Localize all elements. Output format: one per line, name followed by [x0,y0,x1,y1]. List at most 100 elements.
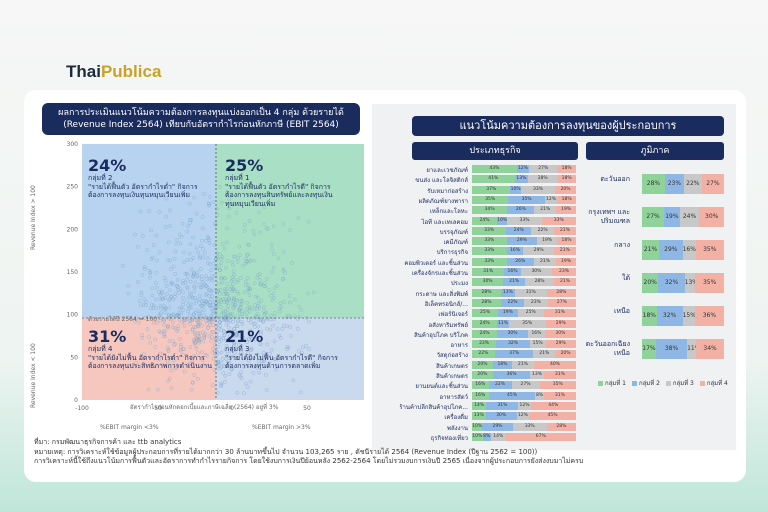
scatter-point [217,315,221,320]
industry-segment: 24% [472,216,497,225]
quadrant-pct: 24% [88,156,127,175]
scatter-point [177,336,182,341]
industry-segment: 10% [496,216,508,225]
industry-segment: 12% [544,195,558,204]
industry-label: พลังงาน [447,424,468,432]
industry-label: ร้านค้าปลีกสินค้าอุปโภค... [399,403,468,411]
industry-segment: 16% [472,391,489,400]
scatter-point [271,291,276,296]
scatter-point [161,296,165,301]
scatter-point [222,246,227,251]
scatter-point [270,270,275,274]
scatter-point [281,222,286,226]
scatter-point [239,350,243,355]
scatter-point [262,222,266,227]
scatter-point [162,329,166,334]
scatter-point [165,258,170,263]
industry-bar: 10% 8% 14% 67% [472,432,576,441]
industry-segment: 24% [472,329,497,338]
scatter-point [232,329,237,334]
quadrant-pct: 21% [225,327,264,346]
scatter-point [224,357,229,361]
xtick-label: 50 [303,405,311,412]
scatter-point [211,356,216,361]
scatter-point [227,197,232,201]
scatter-point [264,226,269,230]
scatter-point [157,357,162,361]
scatter-point [251,321,256,326]
scatter-point [188,242,193,247]
scatter-point [228,339,233,343]
scatter-point [232,343,237,348]
industry-segment: 21% [534,206,557,215]
scatter-point [198,254,202,259]
quadrant-bg-3 [216,318,364,400]
scatter-point [226,214,231,219]
xlabel-left: %EBIT margin <3% [100,424,159,431]
industry-bar: 20% 36% 13% 31% [472,371,576,379]
scatter-point [211,312,215,316]
scatter-point [154,270,159,275]
scatter-point [192,271,196,275]
scatter-point [193,296,197,300]
scatter-point [172,326,177,330]
scatter-point [191,235,195,240]
industry-segment: 19% [556,206,576,215]
scatter-point [299,308,304,312]
scatter-point [219,384,224,388]
scatter-point [158,351,163,356]
scatter-point [196,324,200,329]
industry-segment: 28% [546,288,576,297]
scatter-point [295,326,300,331]
region-header: ภูมิภาค [586,142,724,160]
region-segment: 17% [642,339,656,359]
scatter-point [164,225,168,229]
scatter-point [224,339,229,343]
scatter-point [269,242,274,247]
scatter-point [252,258,257,263]
scatter-point [213,361,218,366]
scatter-point [126,291,131,296]
scatter-point [147,268,152,273]
region-label: ใต้ [622,274,630,282]
scatter-point [246,358,251,363]
scatter-point [164,196,168,201]
region-bar: 17%38%11%34% [642,339,724,359]
scatter-point [203,352,208,357]
scatter-point [144,303,148,308]
industry-bar: 23% 32% 15% 29% [472,340,576,349]
scatter-point [180,281,185,286]
scatter-point [188,279,193,284]
industry-segment: 26% [507,206,535,215]
scatter-point [205,256,210,261]
scatter-point [226,320,231,325]
industry-label: บริการธุรกิจ [436,249,468,257]
industry-segment: 33% [472,257,507,266]
industry-segment: 13% [472,412,486,421]
scatter-point [231,306,235,310]
industry-segment: 29% [545,340,576,349]
scatter-point [147,208,151,213]
scatter-point [214,350,219,354]
scatter-point [198,244,203,248]
scatter-point [180,221,185,226]
scatter-point [170,281,175,286]
scatter-point [198,297,202,302]
scatter-point [255,365,260,370]
industry-label: เครื่องดื่ม [444,414,468,422]
industry-bar: 10% 29% 33% 28% [472,422,576,431]
industry-bar: 13% 30% 12% 45% [472,412,576,421]
scatter-point [191,275,196,279]
footnotes: ที่มา: กรมพัฒนาธุรกิจการค้า และ ttb anal… [34,438,583,467]
scatter-point [243,279,248,284]
scatter-point [199,277,204,282]
scatter-point [174,241,178,246]
industry-bar: 33% 29% 19% 18% [472,237,576,246]
industry-bar: 16% 22% 27% 35% [472,381,576,390]
scatter-point [217,366,222,371]
scatter-point [162,318,167,323]
scatter-point [171,312,176,317]
scatter-point [137,299,142,303]
scatter-point [271,224,276,229]
scatter-point [181,352,185,357]
